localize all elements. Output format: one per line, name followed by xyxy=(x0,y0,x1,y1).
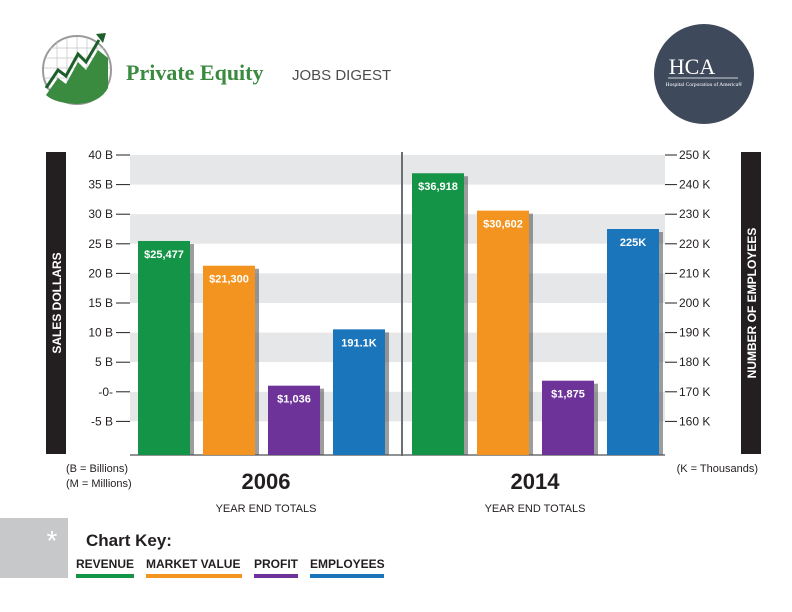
bars-layer: $25,477 $36,918 $21,300 $30,602 $1,036 $1,875… xyxy=(138,173,663,456)
legend-asterisk-icon: * xyxy=(47,525,58,556)
bar-data-label: 225K xyxy=(620,237,646,249)
left-tick-label: 5 B xyxy=(95,355,113,369)
bar-data-label: $36,918 xyxy=(418,181,458,193)
bar xyxy=(412,173,464,456)
legend-label: EMPLOYEES xyxy=(310,557,385,571)
bar-data-label: $30,602 xyxy=(483,219,523,231)
bar xyxy=(542,380,594,455)
left-tick-label: -5 B xyxy=(91,414,113,428)
left-tick-label: 20 B xyxy=(88,266,113,280)
right-tick-label: 230 K xyxy=(679,207,710,221)
legend-swatch xyxy=(76,574,134,578)
legend-swatch xyxy=(310,574,384,578)
bar xyxy=(333,329,385,455)
hca-logo-subtext: Hospital Corporation of America® xyxy=(666,81,743,88)
note-billions: (B = Billions) xyxy=(66,463,128,475)
right-tick-label: 240 K xyxy=(679,178,710,192)
left-tick-label: -0- xyxy=(98,385,113,399)
right-tick-label: 170 K xyxy=(679,385,710,399)
bar-data-label: $1,875 xyxy=(551,389,585,401)
brand-bold: Private Equity xyxy=(126,60,264,85)
right-axis-bar xyxy=(741,152,761,454)
legend-panel xyxy=(0,518,68,578)
group-labels: 2006 YEAR END TOTALS 2014 YEAR END TOTALS xyxy=(216,469,586,515)
legend-swatch xyxy=(254,574,298,578)
bar-data-label: 191.1K xyxy=(341,337,377,349)
left-axis-title: SALES DOLLARS xyxy=(50,252,64,353)
right-tick-label: 190 K xyxy=(679,326,710,340)
right-tick-label: 160 K xyxy=(679,414,710,428)
chart-legend: REVENUE MARKET VALUE PROFIT EMPLOYEES xyxy=(76,557,385,578)
bar-data-label: $1,036 xyxy=(277,394,311,406)
right-tick-label: 250 K xyxy=(679,148,710,162)
left-tick-label: 35 B xyxy=(88,178,113,192)
note-thousands: (K = Thousands) xyxy=(677,463,758,475)
left-tick-label: 15 B xyxy=(88,296,113,310)
right-tick-label: 210 K xyxy=(679,266,710,280)
bar xyxy=(268,385,320,455)
left-tick-label: 30 B xyxy=(88,207,113,221)
hca-logo: HCA Hospital Corporation of America® xyxy=(654,24,754,124)
right-axis-ticks: 250 K 240 K 230 K 220 K 210 K 200 K 190 K 180 K… xyxy=(665,148,710,428)
group-label: 2014 xyxy=(511,469,561,494)
bar-data-label: $25,477 xyxy=(144,249,184,261)
left-axis-ticks: 40 B 35 B 30 B 25 B 20 B 15 B 10 B 5 B -0- -5 B xyxy=(88,148,130,428)
legend-label: MARKET VALUE xyxy=(146,557,240,571)
right-tick-label: 200 K xyxy=(679,296,710,310)
legend-swatch xyxy=(146,574,242,578)
bar xyxy=(607,229,659,455)
hca-logo-text: HCA xyxy=(669,54,716,79)
left-tick-label: 40 B xyxy=(88,148,113,162)
bar-data-label: $21,300 xyxy=(209,274,249,286)
bar xyxy=(138,240,190,455)
chart-logo-icon xyxy=(42,33,112,105)
left-tick-label: 10 B xyxy=(88,326,113,340)
left-tick-label: 25 B xyxy=(88,237,113,251)
bar xyxy=(477,210,529,455)
group-sublabel: YEAR END TOTALS xyxy=(485,503,586,515)
right-tick-label: 220 K xyxy=(679,237,710,251)
bar xyxy=(203,265,255,455)
legend-label: PROFIT xyxy=(254,557,299,571)
brand-light: JOBS DIGEST xyxy=(292,67,391,84)
legend-label: REVENUE xyxy=(76,557,134,571)
note-millions: (M = Millions) xyxy=(66,478,132,490)
right-tick-label: 180 K xyxy=(679,355,710,369)
legend-title: Chart Key: xyxy=(86,531,172,550)
group-sublabel: YEAR END TOTALS xyxy=(216,503,317,515)
right-axis-title: NUMBER OF EMPLOYEES xyxy=(745,228,759,379)
group-label: 2006 xyxy=(242,469,291,494)
left-axis-bar xyxy=(46,152,66,454)
